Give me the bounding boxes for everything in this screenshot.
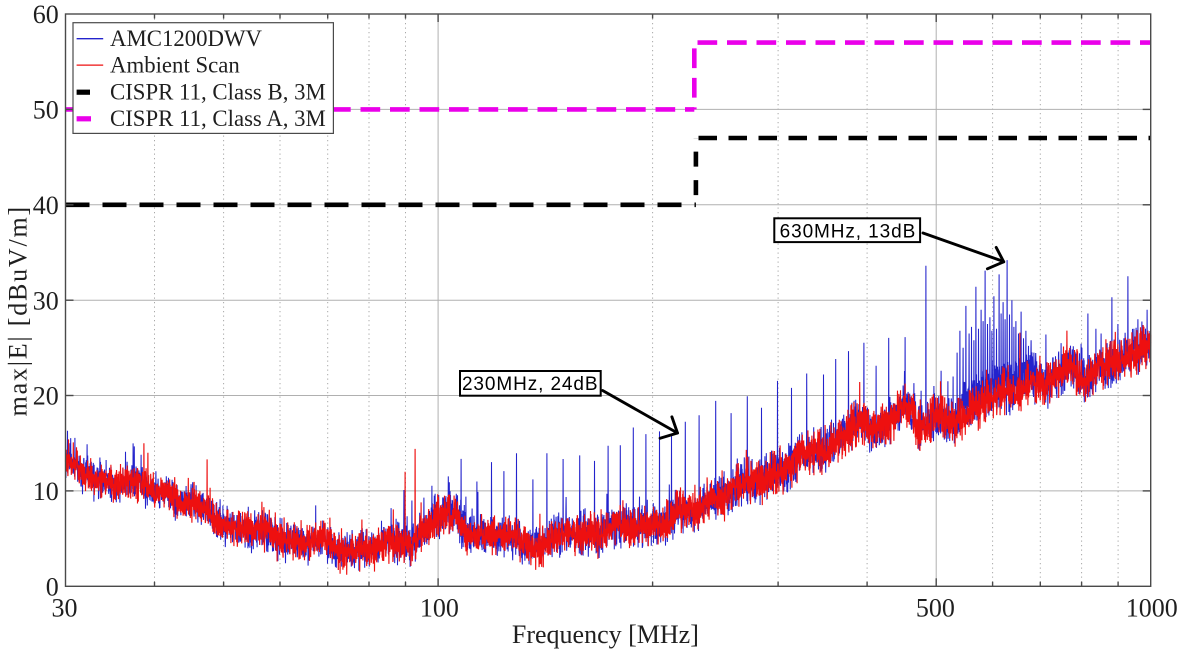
svg-text:50: 50: [33, 96, 59, 125]
svg-text:30: 30: [52, 593, 78, 622]
svg-text:0: 0: [46, 573, 59, 602]
svg-text:CISPR 11, Class A, 3M: CISPR 11, Class A, 3M: [110, 106, 326, 131]
svg-text:230MHz, 24dB: 230MHz, 24dB: [462, 374, 598, 395]
svg-text:CISPR 11, Class B, 3M: CISPR 11, Class B, 3M: [110, 80, 326, 105]
svg-text:Ambient Scan: Ambient Scan: [110, 52, 240, 77]
svg-text:40: 40: [33, 191, 59, 220]
svg-text:AMC1200DWV: AMC1200DWV: [110, 26, 263, 51]
svg-text:1000: 1000: [1126, 593, 1178, 622]
svg-text:630MHz, 13dB: 630MHz, 13dB: [780, 222, 916, 243]
svg-text:10: 10: [33, 477, 59, 506]
svg-text:20: 20: [33, 382, 59, 411]
svg-text:60: 60: [33, 0, 59, 29]
svg-text:100: 100: [420, 593, 459, 622]
svg-text:Frequency [MHz]: Frequency [MHz]: [512, 620, 699, 649]
svg-text:30: 30: [33, 286, 59, 315]
svg-text:max|E| [dBuV/m]: max|E| [dBuV/m]: [4, 205, 33, 416]
svg-text:500: 500: [916, 593, 955, 622]
